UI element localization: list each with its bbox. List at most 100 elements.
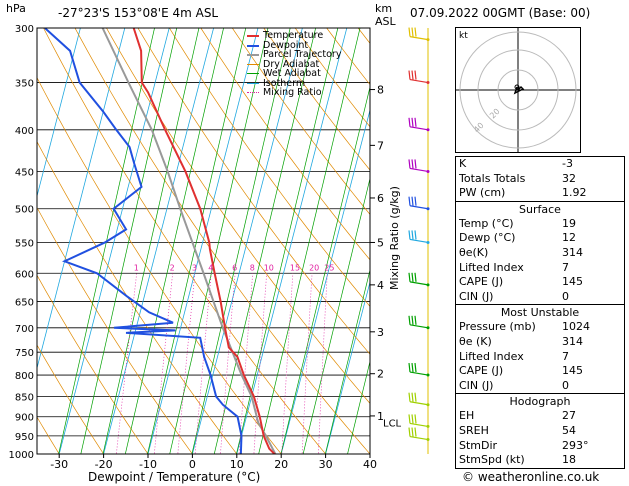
km-tick-label: 7 xyxy=(377,139,384,152)
dry-adiabat-line xyxy=(43,28,327,454)
index-value: -3 xyxy=(562,157,573,170)
x-tick-label: 30 xyxy=(319,458,333,471)
km-label: km xyxy=(375,2,393,15)
index-value: 145 xyxy=(562,275,583,289)
index-row: Lifted Index 7 xyxy=(456,261,624,276)
mixing-ratio-label: 6 xyxy=(232,263,237,272)
index-row: CIN (J) 0 xyxy=(456,290,624,305)
hodograph-unit-label: kt xyxy=(459,31,468,41)
index-row: Lifted Index 7 xyxy=(456,350,624,365)
mixing-ratio-label: 4 xyxy=(208,263,213,272)
index-label: Lifted Index xyxy=(459,349,524,363)
plot-frame xyxy=(36,27,371,455)
wet-adiabat-line xyxy=(258,28,361,454)
wet-adiabat-line xyxy=(236,28,339,454)
pressure-tick-label: 400 xyxy=(15,126,34,137)
wet-adiabat-line xyxy=(324,268,370,454)
wet-adiabat-line xyxy=(58,28,155,454)
dry-adiabat-line xyxy=(37,416,60,454)
index-row: PW (cm) 1.92 xyxy=(456,186,624,201)
mixing-ratio-line xyxy=(115,273,138,454)
index-label: PW (cm) xyxy=(459,186,506,200)
wind-barb xyxy=(408,414,430,428)
wet-adiabat-line xyxy=(147,28,247,454)
index-label: Dewp (°C) xyxy=(459,231,516,245)
legend-swatch xyxy=(247,82,259,84)
index-value: 0 xyxy=(562,378,569,392)
mixing-ratio-label: 8 xyxy=(250,263,255,272)
dry-adiabat-line xyxy=(263,28,370,171)
legend-label: Isotherm xyxy=(263,77,306,89)
axes: 1 2 3 4 6 8 10 15 20 2530035040045050055060065070… xyxy=(9,24,402,471)
hpa-label: hPa xyxy=(6,2,26,15)
index-value: 314 xyxy=(562,334,583,348)
location-title: -27°23'S 153°08'E 4m ASL xyxy=(58,6,219,20)
index-value: 18 xyxy=(562,453,576,467)
legend-label: Mixing Ratio xyxy=(263,87,322,98)
isotherm-line xyxy=(58,28,170,454)
datetime-title: 07.09.2022 00GMT (Base: 00) xyxy=(410,6,591,20)
index-label: CIN (J) xyxy=(459,378,494,392)
index-value: 54 xyxy=(562,423,576,437)
mixing-ratio-label: 1 xyxy=(134,263,139,272)
mixing-ratio-line xyxy=(238,273,254,454)
index-value: 293° xyxy=(562,438,589,452)
wind-barb xyxy=(408,159,430,173)
wet-adiabat-line xyxy=(80,28,178,454)
asl-label: ASL xyxy=(375,15,396,28)
index-row: StmDir 293° xyxy=(456,439,624,454)
lcl-label: LCL xyxy=(383,419,402,430)
index-value: 1024 xyxy=(562,320,590,334)
index-value: 32 xyxy=(562,171,576,185)
index-label: StmSpd (kt) xyxy=(459,453,525,467)
index-label: SREH xyxy=(459,423,489,437)
wet-adiabat-line xyxy=(213,28,316,454)
index-label: θe (K) xyxy=(459,334,492,348)
dry-adiabat-line xyxy=(231,28,370,215)
wet-adiabat-line xyxy=(191,28,291,454)
index-row: K -3 xyxy=(456,157,624,172)
index-value: 19 xyxy=(562,216,576,230)
km-tick-label: 5 xyxy=(377,236,384,249)
mixing-ratio-line xyxy=(177,273,196,454)
wet-adiabat-line xyxy=(124,28,224,454)
index-row: Dewp (°C) 12 xyxy=(456,231,624,246)
mixing-ratio-label: 10 xyxy=(264,263,274,272)
index-row: CAPE (J) 145 xyxy=(456,364,624,379)
dry-adiabat-line xyxy=(200,28,370,261)
pressure-tick-label: 700 xyxy=(15,324,34,335)
x-tick-label: 0 xyxy=(189,458,196,471)
pressure-tick-label: 500 xyxy=(15,205,34,216)
index-label: Lifted Index xyxy=(459,260,524,274)
pressure-tick-label: 850 xyxy=(15,392,34,403)
index-label: Pressure (mb) xyxy=(459,320,536,334)
dry-adiabat-line xyxy=(74,28,370,454)
pressure-tick-label: 550 xyxy=(15,238,34,249)
dewpoint-line xyxy=(44,28,243,454)
index-row: θe (K) 314 xyxy=(456,335,624,350)
index-label: θe(K) xyxy=(459,245,489,259)
dry-adiabat-line xyxy=(37,344,105,454)
legend-swatch xyxy=(247,73,259,74)
x-tick-label: 20 xyxy=(274,458,288,471)
wind-barbs xyxy=(408,27,430,454)
legend-label: Dry Adiabat xyxy=(263,58,320,70)
mixing-ratio-line xyxy=(253,273,268,454)
index-value: 1.92 xyxy=(562,186,587,200)
index-label: CAPE (J) xyxy=(459,364,504,378)
mixing-ratio-label: 3 xyxy=(192,263,197,272)
index-label: CAPE (J) xyxy=(459,275,504,289)
km-tick-label: 3 xyxy=(377,326,384,339)
pressure-tick-label: 600 xyxy=(15,269,34,280)
index-row: StmSpd (kt) 18 xyxy=(456,453,624,468)
dry-adiabat-line xyxy=(37,206,193,454)
wet-adiabat-line xyxy=(302,177,370,454)
storm-motion-marker xyxy=(514,84,520,90)
index-label: EH xyxy=(459,409,475,423)
index-value: 7 xyxy=(562,260,569,274)
wet-adiabat-line xyxy=(169,28,269,454)
km-tick-label: 1 xyxy=(377,410,384,423)
dry-adiabat-line xyxy=(137,28,370,355)
wind-barb xyxy=(408,362,430,377)
